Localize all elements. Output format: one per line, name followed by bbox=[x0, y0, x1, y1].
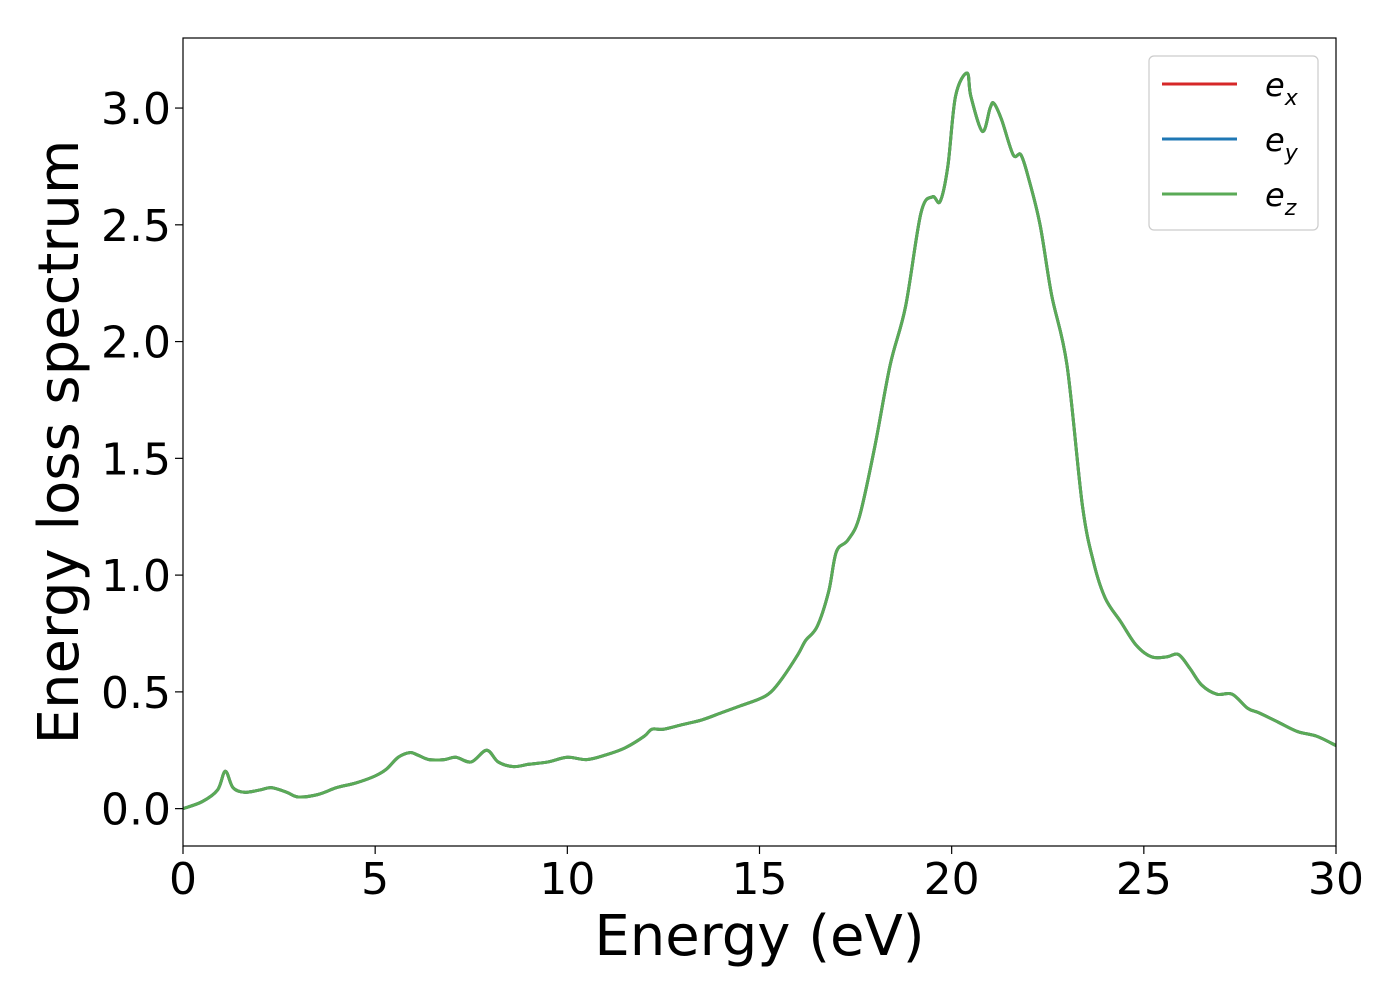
legend-label: ex bbox=[1265, 66, 1299, 111]
x-axis: 0 5 10 15 20 25 30 bbox=[169, 846, 1364, 905]
legend-label-subscript: z bbox=[1284, 196, 1297, 221]
legend-label-subscript: y bbox=[1284, 141, 1299, 166]
x-tick-label: 5 bbox=[361, 854, 389, 905]
x-tick-label: 15 bbox=[732, 854, 788, 905]
y-tick-label: 3.0 bbox=[101, 84, 171, 135]
legend-box bbox=[1148, 55, 1319, 231]
legend-label-base: e bbox=[1265, 176, 1285, 214]
y-tick-label: 0.0 bbox=[101, 785, 171, 836]
y-tick-label: 0.5 bbox=[101, 668, 171, 719]
x-tick-label: 30 bbox=[1308, 854, 1364, 905]
series-layer bbox=[183, 71, 1336, 811]
y-tick-label: 2.5 bbox=[101, 201, 171, 252]
legend-item-ey: ey bbox=[1162, 121, 1299, 166]
legend-label: ez bbox=[1265, 176, 1297, 221]
x-tick-label: 10 bbox=[539, 854, 595, 905]
legend-label: ey bbox=[1265, 121, 1299, 166]
x-tick-label: 25 bbox=[1116, 854, 1172, 905]
y-tick-label: 1.0 bbox=[101, 551, 171, 602]
series-line-ez bbox=[183, 71, 1336, 811]
x-tick-label: 0 bbox=[169, 854, 197, 905]
legend-item-ex: ex bbox=[1162, 66, 1299, 111]
legend-label-base: e bbox=[1265, 66, 1285, 104]
x-axis-title: Energy (eV) bbox=[594, 904, 924, 969]
legend-label-base: e bbox=[1265, 121, 1285, 159]
x-tick-label: 20 bbox=[924, 854, 980, 905]
legend-item-ez: ez bbox=[1162, 176, 1297, 221]
legend-label-subscript: x bbox=[1284, 86, 1299, 111]
y-tick-label: 2.0 bbox=[101, 318, 171, 369]
y-tick-label: 1.5 bbox=[101, 434, 171, 485]
y-axis-title: Energy loss spectrum bbox=[27, 140, 92, 745]
y-axis: 0.0 0.5 1.0 1.5 2.0 2.5 3.0 bbox=[101, 84, 183, 836]
